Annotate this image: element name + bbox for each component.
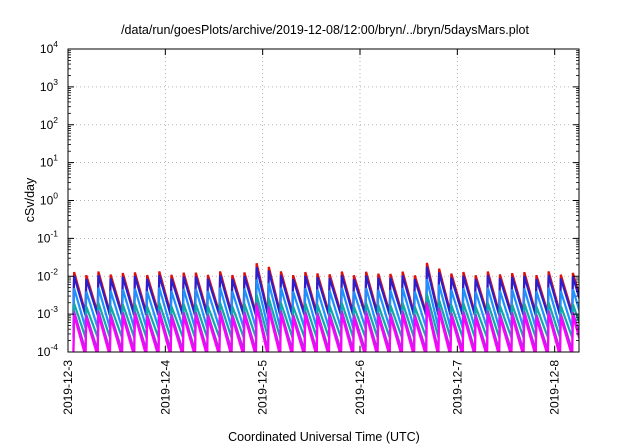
chart-title: /data/run/goesPlots/archive/2019-12-08/1… [121,23,529,37]
x-tick-label: 2019-12-4 [158,360,172,415]
x-axis: 2019-12-3 2019-12-4 2019-12-5 2019-12-6 2019… [61,49,562,415]
x-tick-label: 2019-12-3 [61,360,75,415]
x-tick-label: 2019-12-5 [256,360,270,415]
y-tick-label: 101 [40,153,58,170]
y-tick-label: 10-1 [37,228,58,245]
y-axis-label: cSv/day [23,177,37,222]
y-axis: 10-4 10-3 10-2 10-1 100 101 102 103 104 [37,39,579,359]
series-line [72,305,579,352]
x-tick-label: 2019-12-7 [450,360,464,415]
y-tick-label: 104 [40,39,58,56]
x-tick-label: 2019-12-8 [548,360,562,415]
x-axis-label: Coordinated Universal Time (UTC) [228,430,420,444]
y-tick-label: 102 [40,115,58,132]
y-tick-label: 10-3 [37,304,58,321]
series-area [72,262,579,352]
y-tick-label: 10-4 [37,342,58,359]
y-tick-label: 100 [40,191,58,208]
y-tick-label: 103 [40,77,58,94]
y-tick-label: 10-2 [37,266,58,283]
x-tick-label: 2019-12-6 [353,360,367,415]
